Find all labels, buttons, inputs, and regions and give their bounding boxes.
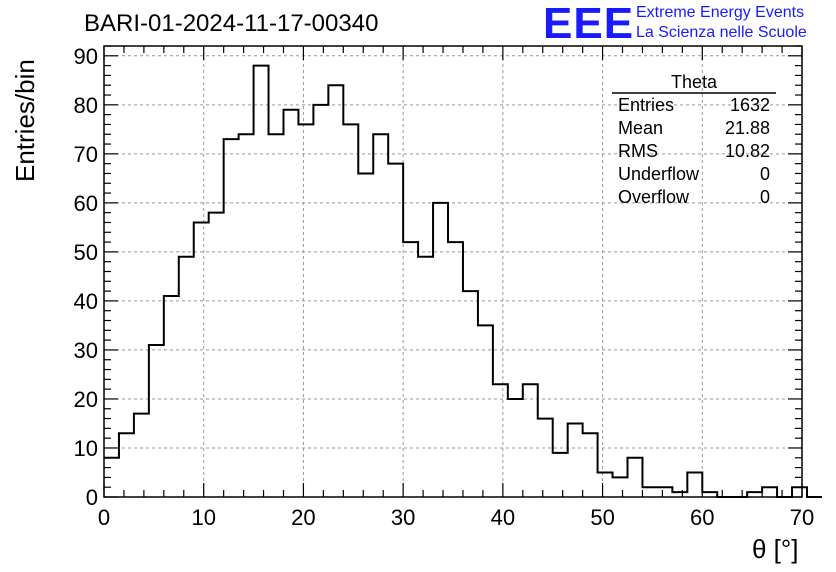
histogram-bin — [508, 399, 523, 497]
histogram-bin — [134, 414, 149, 497]
stats-label: Mean — [618, 118, 663, 138]
histogram-bin — [283, 110, 298, 497]
histogram-bin — [239, 134, 254, 497]
histogram-bin — [553, 453, 568, 497]
histogram-bin — [598, 472, 613, 497]
histogram-bin — [313, 105, 328, 497]
histogram-bin — [642, 487, 657, 497]
histogram-bin — [224, 139, 239, 497]
histogram-bin — [418, 257, 433, 497]
histogram-bin — [358, 173, 373, 497]
y-tick-label: 20 — [74, 387, 98, 412]
stats-label: Entries — [618, 95, 674, 115]
histogram-bin — [687, 472, 702, 497]
histogram-bin — [657, 487, 672, 497]
x-tick-label: 0 — [98, 505, 110, 530]
x-tick-label: 40 — [491, 505, 515, 530]
histogram-bin — [747, 492, 762, 497]
histogram-bin — [762, 487, 777, 497]
histogram-bin — [568, 423, 583, 497]
histogram-bin — [388, 164, 403, 497]
histogram-bin — [104, 458, 119, 497]
stats-label: RMS — [618, 141, 658, 161]
histogram-bin — [583, 433, 598, 497]
x-tick-label: 60 — [690, 505, 714, 530]
stats-label: Overflow — [618, 187, 690, 207]
histogram-bin — [478, 325, 493, 497]
histogram-bin — [209, 213, 224, 497]
histogram-bin — [463, 291, 478, 497]
stats-title: Theta — [671, 72, 718, 92]
y-tick-label: 10 — [74, 436, 98, 461]
stats-value: 0 — [760, 187, 770, 207]
x-tick-label: 50 — [590, 505, 614, 530]
x-axis-label: θ [°] — [752, 534, 799, 564]
y-tick-label: 30 — [74, 338, 98, 363]
histogram-bin — [792, 487, 807, 497]
stats-value: 10.82 — [725, 141, 770, 161]
y-tick-label: 50 — [74, 240, 98, 265]
histogram-bin — [179, 257, 194, 497]
histogram-bin — [448, 242, 463, 497]
histogram-bin — [373, 134, 388, 497]
histogram-bin — [119, 433, 134, 497]
histogram-bin — [343, 124, 358, 497]
histogram-bin — [149, 345, 164, 497]
logo-caption-line2: La Scienza nelle Scuole — [636, 24, 807, 41]
histogram-bin — [269, 134, 284, 497]
stats-value: 0 — [760, 164, 770, 184]
histogram-bin — [538, 419, 553, 497]
x-tick-label: 70 — [790, 505, 814, 530]
histogram-bin — [672, 492, 687, 497]
histogram-bin — [493, 384, 508, 497]
histogram-bin — [523, 384, 538, 497]
y-tick-label: 70 — [74, 142, 98, 167]
histogram-bin — [298, 124, 313, 497]
x-tick-label: 20 — [291, 505, 315, 530]
histogram-bin — [328, 85, 343, 497]
histogram-bin — [164, 296, 179, 497]
y-tick-label: 80 — [74, 93, 98, 118]
y-tick-label: 60 — [74, 191, 98, 216]
stats-value: 1632 — [730, 95, 770, 115]
histogram-bin — [433, 203, 448, 497]
stats-value: 21.88 — [725, 118, 770, 138]
y-tick-label: 40 — [74, 289, 98, 314]
eee-logo: EEE — [543, 0, 635, 48]
histogram-bin — [194, 222, 209, 497]
logo-caption-line1: Extreme Energy Events — [636, 4, 805, 21]
histogram-bin — [403, 242, 418, 497]
histogram-bin — [628, 458, 643, 497]
histogram-bin — [254, 66, 269, 497]
y-tick-label: 0 — [86, 485, 98, 510]
x-tick-label: 30 — [391, 505, 415, 530]
histogram-series — [104, 64, 822, 498]
stats-label: Underflow — [618, 164, 700, 184]
histogram-bin — [702, 492, 717, 497]
x-tick-label: 10 — [191, 505, 215, 530]
y-tick-label: 90 — [74, 44, 98, 69]
histogram-bin — [613, 477, 628, 497]
plot-title: BARI-01-2024-11-17-00340 — [84, 10, 379, 37]
